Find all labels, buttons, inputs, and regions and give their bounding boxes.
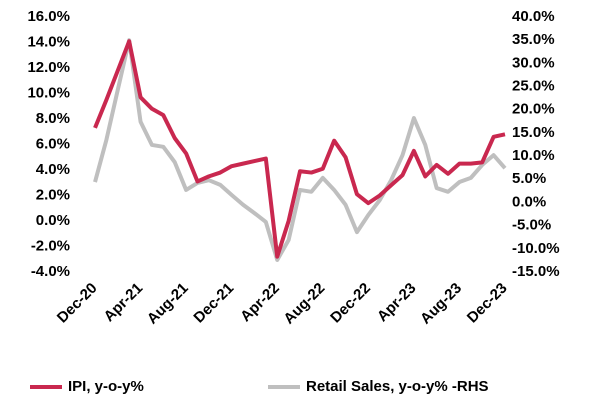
y2-tick-label: -15.0% xyxy=(512,263,560,280)
x-tick-label: Dec-20 xyxy=(54,280,101,327)
legend-label: IPI, y-o-y% xyxy=(68,378,144,395)
y2-tick-label: 35.0% xyxy=(512,31,555,48)
x-tick-label: Aug-21 xyxy=(144,280,192,328)
series-line xyxy=(93,38,507,262)
y2-tick-label: 30.0% xyxy=(512,54,555,71)
y2-tick-label: -5.0% xyxy=(512,217,551,234)
x-tick-label: Dec-23 xyxy=(464,280,511,327)
y-tick-label: 6.0% xyxy=(36,135,70,152)
y-tick-label: -2.0% xyxy=(31,237,70,254)
x-tick-label: Apr-22 xyxy=(237,280,283,326)
y2-tick-label: 0.0% xyxy=(512,193,546,210)
y2-tick-label: 5.0% xyxy=(512,170,546,187)
legend-label: Retail Sales, y-o-y% -RHS xyxy=(306,378,489,395)
x-tick-label: Dec-21 xyxy=(190,280,237,327)
series-line xyxy=(93,39,506,259)
y2-tick-label: 15.0% xyxy=(512,124,555,141)
y-tick-label: 2.0% xyxy=(36,186,70,203)
y-tick-label: 14.0% xyxy=(27,33,70,50)
y2-tick-label: 10.0% xyxy=(512,147,555,164)
y-tick-label: 16.0% xyxy=(27,8,70,25)
x-tick-label: Dec-22 xyxy=(327,280,374,327)
x-tick-label: Apr-23 xyxy=(374,280,420,326)
y-tick-label: 8.0% xyxy=(36,110,70,127)
y2-tick-label: -10.0% xyxy=(512,240,560,257)
y-tick-label: 4.0% xyxy=(36,161,70,178)
x-tick-label: Apr-21 xyxy=(101,280,147,326)
y2-tick-label: 25.0% xyxy=(512,78,555,95)
x-tick-label: Aug-22 xyxy=(280,280,328,328)
x-tick-label: Aug-23 xyxy=(417,280,465,328)
y-tick-label: 0.0% xyxy=(36,212,70,229)
y-tick-label: 12.0% xyxy=(27,59,70,76)
y-tick-label: 10.0% xyxy=(27,84,70,101)
y2-tick-label: 20.0% xyxy=(512,101,555,118)
y-tick-label: -4.0% xyxy=(31,263,70,280)
y2-tick-label: 40.0% xyxy=(512,8,555,25)
